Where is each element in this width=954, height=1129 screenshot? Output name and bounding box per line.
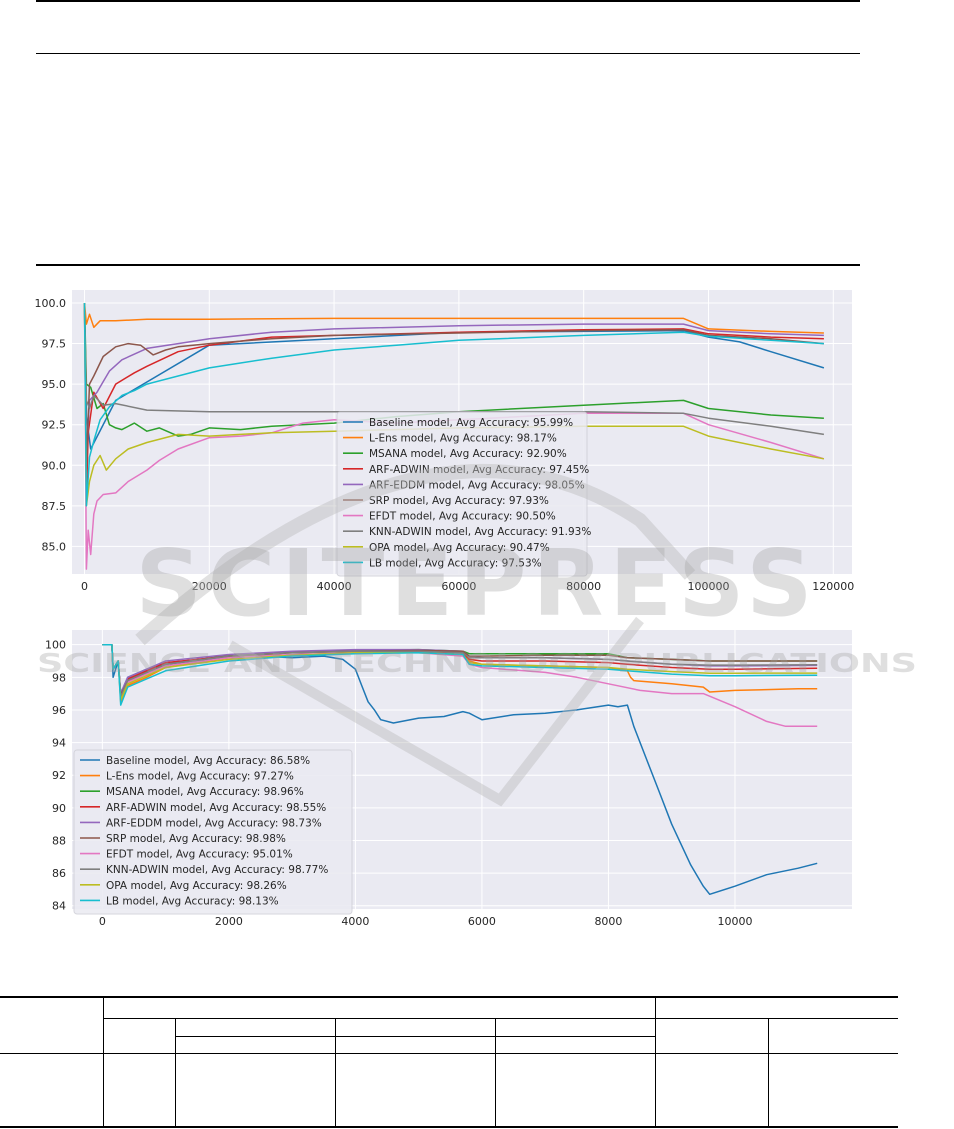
x-tick-label: 6000: [468, 915, 496, 928]
x-tick-label: 4000: [341, 915, 369, 928]
x-tick-label: 2000: [215, 915, 243, 928]
table-rule-2: [103, 1018, 898, 1019]
legend-label: OPA model, Avg Accuracy: 98.26%: [106, 880, 287, 892]
y-tick-label: 84: [52, 900, 66, 913]
legend-label: Baseline model, Avg Accuracy: 95.99%: [369, 417, 573, 429]
top-rule: [36, 0, 860, 2]
legend-label: ARF-EDDM model, Avg Accuracy: 98.73%: [106, 817, 322, 829]
series-line-10: [102, 643, 818, 706]
y-tick-label: 88: [52, 834, 66, 847]
legend-label: LB model, Avg Accuracy: 97.53%: [369, 557, 542, 569]
table-vline-2: [175, 1018, 176, 1126]
y-tick-label: 92.5: [42, 419, 67, 432]
x-tick-label: 0: [81, 580, 88, 593]
table-header-rule: [0, 1053, 898, 1054]
series-group: [83, 302, 825, 570]
legend-label: EFDT model, Avg Accuracy: 95.01%: [106, 849, 293, 861]
y-tick-label: 96: [52, 704, 66, 717]
series-line-7: [83, 302, 825, 570]
table-vline-3: [335, 1018, 336, 1126]
table-vline-1: [103, 996, 104, 1126]
series-line-8: [83, 302, 825, 436]
legend-box: [336, 411, 588, 577]
legend-label: MSANA model, Avg Accuracy: 92.90%: [369, 448, 567, 460]
y-tick-label: 94: [52, 737, 66, 750]
table-vline-6: [768, 1018, 769, 1126]
y-tick-label: 87.5: [42, 500, 67, 513]
table-vline-4: [495, 1018, 496, 1126]
x-tick-label: 100000: [687, 580, 729, 593]
x-tick-label: 8000: [594, 915, 622, 928]
y-tick-label: 95.0: [42, 378, 67, 391]
y-tick-label: 90.0: [42, 459, 67, 472]
legend-label: ARF-ADWIN model, Avg Accuracy: 97.45%: [369, 464, 589, 476]
x-tick-label: 20000: [192, 580, 227, 593]
x-tick-label: 0: [99, 915, 106, 928]
y-tick-label: 97.5: [42, 338, 67, 351]
legend-label: ARF-ADWIN model, Avg Accuracy: 98.55%: [106, 802, 326, 814]
y-tick-label: 86: [52, 867, 66, 880]
y-tick-label: 90: [52, 802, 66, 815]
legend-label: Baseline model, Avg Accuracy: 86.58%: [106, 755, 310, 767]
bottom-rule: [36, 264, 860, 266]
series-line-5: [83, 302, 824, 458]
legend-label: OPA model, Avg Accuracy: 90.47%: [369, 542, 550, 554]
accuracy-chart-top: 85.0 87.5 90.0 92.5 95.0 97.5 100.0 0 20000 40000…: [35, 290, 854, 593]
table-vline-5: [655, 996, 656, 1126]
x-tick-label: 80000: [566, 580, 601, 593]
legend-label: ARF-EDDM model, Avg Accuracy: 98.05%: [369, 479, 585, 491]
y-tick-label: 100.0: [35, 297, 67, 310]
y-tick-label: 100: [45, 639, 66, 652]
watermark-swoosh-bottom: [227, 616, 644, 807]
watermark-subtitle: SCIENCE AND TECHNOLOGY PUBLICATIONS: [37, 649, 917, 679]
legend-label: SRP model, Avg Accuracy: 97.93%: [369, 495, 549, 507]
y-tick-label: 85.0: [42, 540, 67, 553]
x-tick-label: 60000: [441, 580, 476, 593]
legend-label: EFDT model, Avg Accuracy: 90.50%: [369, 511, 556, 523]
mid-rule: [36, 53, 860, 54]
y-tick-label: 92: [52, 769, 66, 782]
legend-label: KNN-ADWIN model, Avg Accuracy: 98.77%: [106, 864, 328, 876]
table-top-rule: [0, 996, 898, 998]
series-line-10: [83, 302, 824, 507]
x-tick-label: 120000: [812, 580, 854, 593]
legend-label: L-Ens model, Avg Accuracy: 97.27%: [106, 771, 294, 783]
series-group: [102, 643, 818, 896]
legend-label: L-Ens model, Avg Accuracy: 98.17%: [369, 433, 557, 445]
legend-box: [73, 749, 353, 915]
y-tick-label: 98: [52, 671, 66, 684]
x-tick-label: 40000: [317, 580, 352, 593]
legend-label: KNN-ADWIN model, Avg Accuracy: 91.93%: [369, 526, 591, 538]
legend-label: MSANA model, Avg Accuracy: 98.96%: [106, 786, 304, 798]
table-rule-3: [175, 1036, 655, 1037]
watermark-text: SCITEPRESS: [135, 530, 818, 637]
series-line-9: [83, 302, 825, 507]
legend-label: SRP model, Avg Accuracy: 98.98%: [106, 833, 286, 845]
legend-label: LB model, Avg Accuracy: 98.13%: [106, 895, 279, 907]
x-tick-label: 10000: [717, 915, 752, 928]
series-line-6: [83, 302, 824, 467]
series-line-2: [83, 302, 824, 334]
accuracy-chart-bottom: 84 86 88 90 92 94 96 98 100 0 2000 4000 6000 8000 1000…: [45, 630, 852, 928]
watermark-swoosh-top: [135, 464, 696, 646]
table-bottom-rule: [0, 1126, 898, 1128]
